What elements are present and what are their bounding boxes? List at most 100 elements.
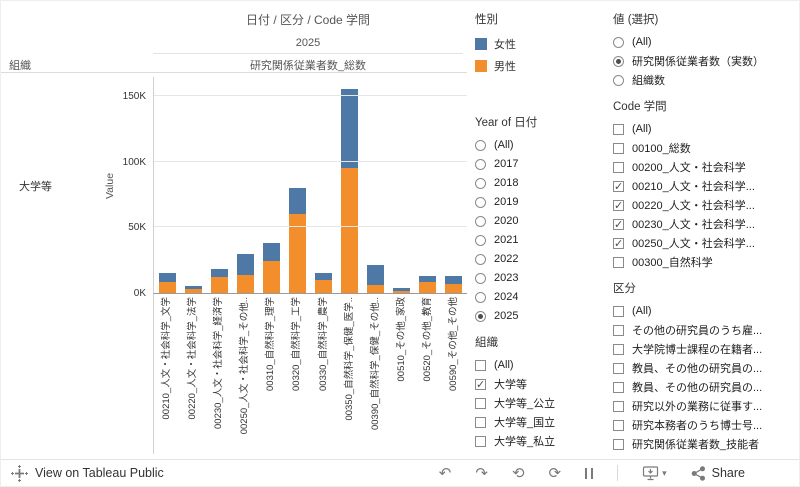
radio-icon[interactable]	[475, 139, 486, 151]
radio-icon[interactable]	[475, 215, 486, 227]
x-axis-label[interactable]: 00590_その他_その他	[447, 297, 459, 391]
bar-segment-男性[interactable]	[236, 274, 254, 293]
bar-segment-女性[interactable]	[341, 89, 359, 169]
radio-icon[interactable]	[475, 253, 486, 265]
stacked-bar-00310_自然科学_理学[interactable]	[262, 243, 280, 293]
checkbox-option-研究以外の業務に従事す...[interactable]: 研究以外の業務に従事す...	[613, 400, 791, 413]
checkbox-option-00210_人文・社会科学...[interactable]: ✓ 00210_人文・社会科学...	[613, 180, 791, 193]
bar-segment-女性[interactable]	[184, 286, 202, 290]
checkbox-option-大学等_公立[interactable]: 大学等_公立	[475, 397, 595, 410]
checkbox-option-00250_人文・社会科学...[interactable]: ✓ 00250_人文・社会科学...	[613, 237, 791, 250]
radio-option-2020[interactable]: 2020	[475, 215, 595, 227]
stacked-bar-00350_自然科学_保健_医学..[interactable]	[341, 89, 359, 293]
year-column-header[interactable]: 2025	[153, 34, 463, 54]
checkbox-option-その他の研究員のうち雇...[interactable]: その他の研究員のうち雇...	[613, 324, 791, 337]
checkbox-option-(All)[interactable]: (All)	[613, 123, 791, 135]
checkbox-icon[interactable]: ✓	[613, 180, 624, 193]
checkbox-icon[interactable]	[613, 362, 624, 374]
checkbox-option-(All)[interactable]: (All)	[613, 305, 791, 317]
checkbox-icon[interactable]	[613, 161, 624, 173]
radio-option-2025[interactable]: 2025	[475, 310, 595, 322]
x-axis-label[interactable]: 00390_自然科学_保健_その他..	[369, 297, 381, 431]
checkbox-icon[interactable]	[613, 381, 624, 393]
x-axis-label[interactable]: 00520_その他_教育	[421, 297, 433, 382]
checkbox-option-研究本務者のうち博士号...[interactable]: 研究本務者のうち博士号...	[613, 419, 791, 432]
radio-option-2018[interactable]: 2018	[475, 177, 595, 189]
x-axis-label[interactable]: 00320_自然科学_工学	[291, 297, 303, 391]
radio-icon[interactable]	[613, 36, 624, 48]
x-axis-label[interactable]: 00220_人文・社会科学_法学	[187, 297, 199, 420]
bar-segment-男性[interactable]	[315, 279, 332, 293]
stacked-bar-00250_人文・社会科学_その他..[interactable]	[236, 253, 254, 293]
download-button[interactable]: ▾	[642, 465, 667, 481]
checkbox-icon[interactable]: ✓	[613, 199, 624, 212]
radio-option-(All)[interactable]: (All)	[475, 139, 595, 151]
checkbox-option-00300_自然科学[interactable]: 00300_自然科学	[613, 256, 791, 269]
row-header-label[interactable]: 大学等	[19, 180, 52, 193]
radio-icon[interactable]	[475, 196, 486, 208]
checkbox-option-教員、その他の研究員の...[interactable]: 教員、その他の研究員の...	[613, 381, 791, 394]
checkbox-icon[interactable]	[613, 256, 624, 268]
bar-segment-男性[interactable]	[341, 168, 359, 293]
bar-segment-女性[interactable]	[445, 275, 463, 284]
refresh-icon[interactable]: ⟳	[548, 464, 562, 482]
radio-option-2019[interactable]: 2019	[475, 196, 595, 208]
radio-icon[interactable]	[475, 234, 486, 246]
checkbox-option-00220_人文・社会科学...[interactable]: ✓ 00220_人文・社会科学...	[613, 199, 791, 212]
bar-segment-男性[interactable]	[393, 291, 411, 293]
radio-option-研究関係従業者数（実数）[interactable]: 研究関係従業者数（実数）	[613, 55, 791, 68]
radio-option-(All)[interactable]: (All)	[613, 36, 791, 48]
pause-icon[interactable]	[585, 467, 594, 479]
checkbox-option-研究関係従業者数_技能者[interactable]: 研究関係従業者数_技能者	[613, 438, 791, 451]
radio-option-組織数[interactable]: 組織数	[613, 74, 791, 87]
bar-segment-女性[interactable]	[236, 253, 254, 275]
radio-icon[interactable]	[475, 310, 486, 322]
bar-segment-女性[interactable]	[210, 269, 228, 278]
x-axis-label[interactable]: 00310_自然科学_理学	[265, 297, 277, 391]
bar-segment-女性[interactable]	[315, 273, 332, 280]
checkbox-icon[interactable]	[475, 359, 486, 371]
radio-icon[interactable]	[475, 291, 486, 303]
x-axis-label[interactable]: 00230_人文・社会科学_経済学	[213, 297, 225, 429]
x-axis-label[interactable]: 00330_自然科学_農学	[317, 297, 329, 391]
checkbox-icon[interactable]	[613, 400, 624, 412]
radio-icon[interactable]	[475, 272, 486, 284]
checkbox-icon[interactable]	[613, 438, 624, 450]
checkbox-option-大学等_国立[interactable]: 大学等_国立	[475, 416, 595, 429]
bar-segment-女性[interactable]	[367, 265, 385, 286]
checkbox-option-(All)[interactable]: (All)	[475, 359, 595, 371]
stacked-bar-00320_自然科学_工学[interactable]	[288, 187, 306, 293]
stacked-bar-00230_人文・社会科学_経済学[interactable]	[210, 269, 228, 293]
stacked-bar-00390_自然科学_保健_その他..[interactable]	[367, 265, 385, 293]
checkbox-icon[interactable]	[475, 397, 486, 409]
stacked-bar-00330_自然科学_農学[interactable]	[315, 273, 332, 293]
view-on-tableau-public-link[interactable]: View on Tableau Public	[11, 464, 164, 482]
radio-option-2017[interactable]: 2017	[475, 158, 595, 170]
checkbox-option-00230_人文・社会科学...[interactable]: ✓ 00230_人文・社会科学...	[613, 218, 791, 231]
checkbox-icon[interactable]	[613, 343, 624, 355]
bar-segment-女性[interactable]	[158, 273, 176, 283]
checkbox-icon[interactable]: ✓	[475, 378, 486, 391]
legend-item-男性[interactable]: 男性	[475, 58, 595, 74]
bar-segment-女性[interactable]	[288, 187, 306, 215]
x-axis-label[interactable]: 00350_自然科学_保健_医学..	[343, 297, 355, 421]
checkbox-option-00200_人文・社会科学[interactable]: 00200_人文・社会科学	[613, 161, 791, 174]
reset-icon[interactable]: ⟲	[511, 464, 525, 482]
radio-icon[interactable]	[475, 158, 486, 170]
bar-segment-男性[interactable]	[210, 277, 228, 293]
radio-icon[interactable]	[613, 55, 624, 67]
checkbox-option-00100_総数[interactable]: 00100_総数	[613, 142, 791, 155]
stacked-bar-00510_その他_家政[interactable]	[393, 287, 411, 293]
checkbox-icon[interactable]	[613, 324, 624, 336]
bar-segment-男性[interactable]	[445, 283, 463, 293]
radio-option-2022[interactable]: 2022	[475, 253, 595, 265]
row-dimension-header[interactable]: 組織	[9, 60, 31, 72]
bar-segment-女性[interactable]	[393, 287, 411, 292]
stacked-bar-00590_その他_その他[interactable]	[445, 275, 463, 293]
checkbox-option-教員、その他の研究員の...[interactable]: 教員、その他の研究員の...	[613, 362, 791, 375]
bar-segment-男性[interactable]	[184, 289, 202, 293]
plot-area[interactable]	[153, 77, 467, 294]
x-axis-label[interactable]: 00510_その他_家政	[395, 297, 407, 382]
checkbox-icon[interactable]	[613, 123, 624, 135]
x-axis-label[interactable]: 00250_人文・社会科学_その他..	[239, 297, 251, 435]
